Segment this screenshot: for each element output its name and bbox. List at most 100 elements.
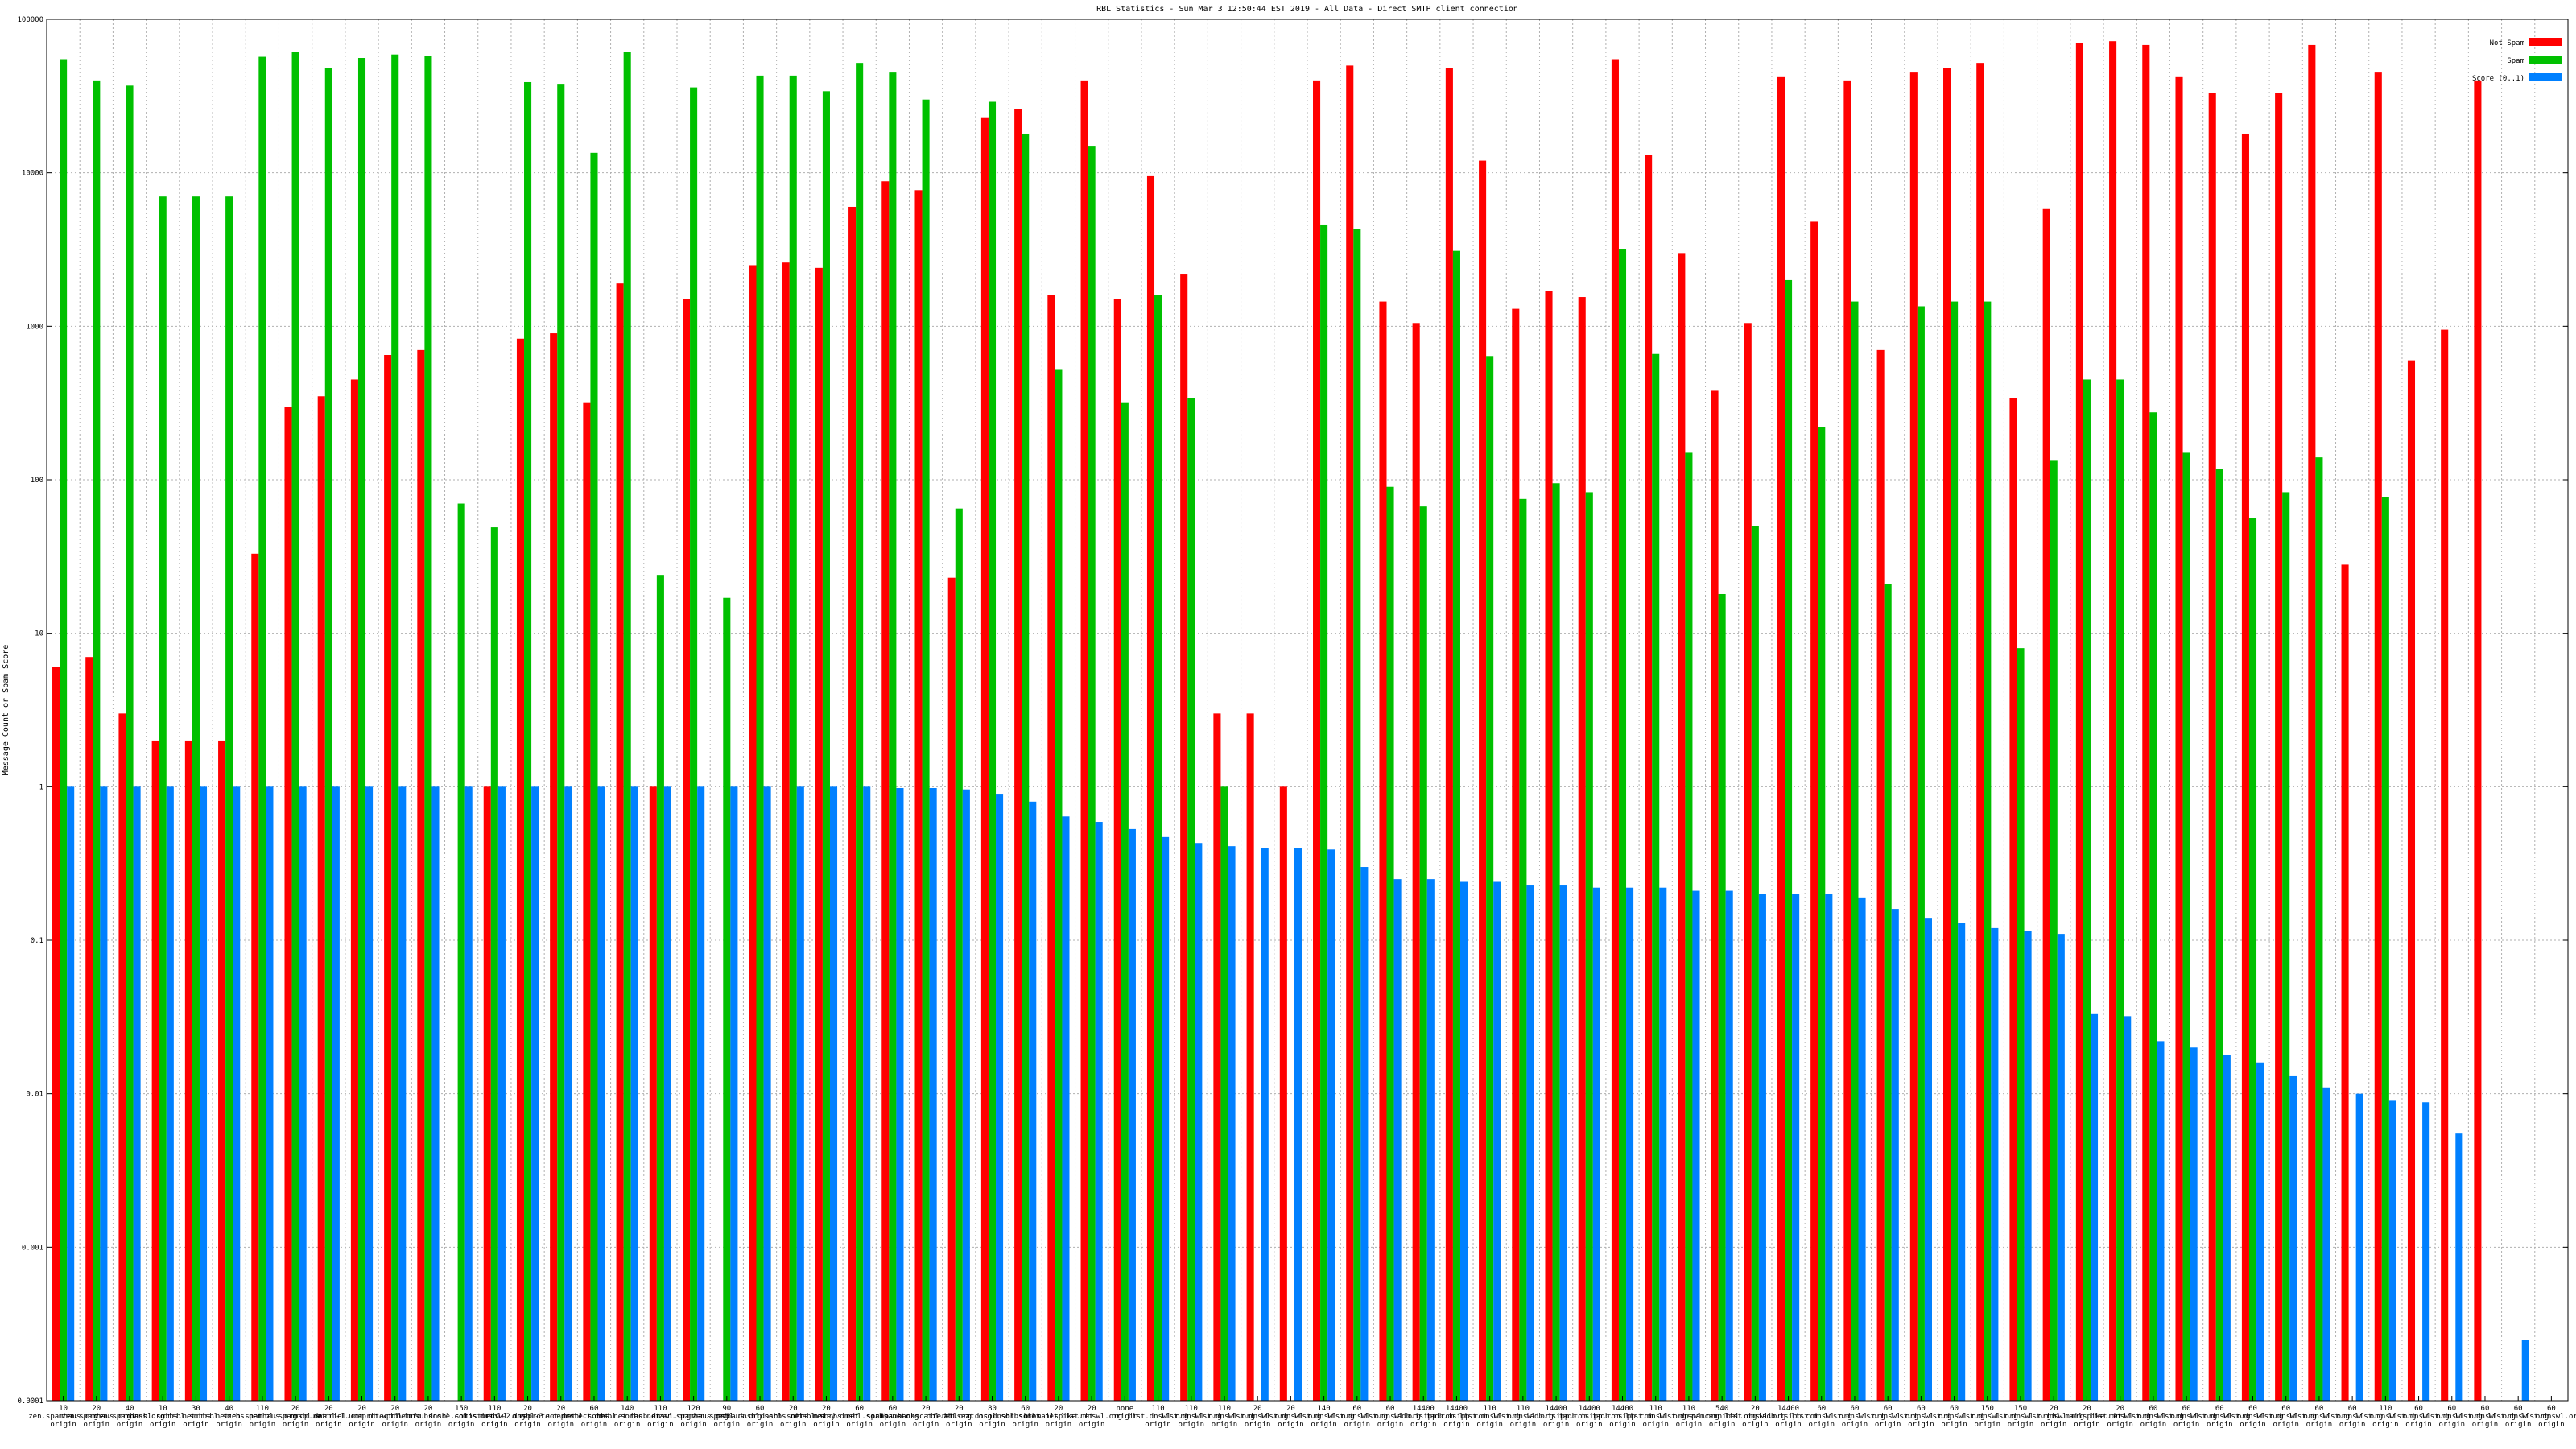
bar-spam — [60, 59, 68, 1401]
bar-not-spam — [284, 407, 292, 1401]
bar-spam — [1022, 133, 1030, 1402]
bar-score-0-1 — [1459, 881, 1468, 1401]
category-label: 20 dnsbl-1.uceprotect.net origin — [314, 1405, 410, 1429]
bar-not-spam — [914, 190, 923, 1401]
bar-spam — [1353, 229, 1361, 1401]
plot-frame — [46, 19, 2569, 1402]
bar-score-0-1 — [2124, 1016, 2132, 1401]
bar-spam — [656, 575, 664, 1402]
bar-spam — [159, 196, 167, 1402]
category-label: 60 list.dnswl.org origin — [1824, 1405, 1885, 1429]
bar-score-0-1 — [1792, 894, 1800, 1401]
bar-not-spam — [1146, 175, 1155, 1401]
category-label: 20 list.dnswl.org origin — [2090, 1405, 2151, 1429]
bar-score-0-1 — [697, 786, 705, 1401]
category-label: 60 spamhaus.org origin — [866, 1405, 919, 1429]
bar-score-0-1 — [2090, 1013, 2099, 1401]
bar-not-spam — [2175, 76, 2183, 1402]
bar-spam — [2215, 469, 2223, 1401]
bar-score-0-1 — [431, 786, 440, 1401]
category-label: 60 list.dnswl.org origin — [2189, 1405, 2250, 1429]
bar-spam — [1220, 786, 1228, 1401]
bar-spam — [1519, 498, 1527, 1401]
y-axis-label: Message Count or Spam Score — [2, 645, 10, 776]
bar-spam — [1585, 492, 1593, 1402]
category-label: 110 list.dnswl.org origin — [1128, 1405, 1189, 1429]
category-label: 20 dnsbl.sorbs.net origin — [794, 1405, 859, 1429]
category-label: 60 list.dnswl.org origin — [2421, 1405, 2483, 1429]
bar-score-0-1 — [2289, 1075, 2297, 1401]
category-label: 20 bl.spamcop.net origin — [265, 1405, 326, 1429]
bar-score-0-1 — [1360, 867, 1368, 1401]
bar-not-spam — [550, 333, 558, 1401]
bar-score-0-1 — [531, 786, 539, 1401]
bar-not-spam — [1080, 80, 1088, 1402]
bar-spam — [258, 56, 266, 1401]
category-label: 60 list.dnswl.org origin — [1360, 1405, 1421, 1429]
bar-not-spam — [317, 396, 325, 1401]
category-label: 14400 iadb.isipp.com origin — [1758, 1405, 1819, 1429]
bar-score-0-1 — [2190, 1047, 2198, 1401]
y-tick-labels: 0.0001 0.001 0.01 0.1 1 10 100 1000 10000 100000 — [17, 16, 2568, 1406]
bar-not-spam — [1047, 295, 1055, 1401]
bar-score-0-1 — [1891, 909, 1899, 1401]
y-tick-label: 100000 — [17, 16, 43, 24]
bar-not-spam — [85, 657, 93, 1401]
bar-score-0-1 — [1294, 848, 1302, 1401]
bar-not-spam — [2474, 80, 2482, 1402]
bar-spam — [424, 56, 432, 1402]
bar-spam — [955, 508, 963, 1402]
bar-score-0-1 — [2256, 1062, 2264, 1401]
bar-score-0-1 — [199, 786, 208, 1401]
bar-score-0-1 — [1659, 887, 1667, 1401]
bar-spam — [192, 196, 200, 1402]
bar-score-0-1 — [1327, 849, 1335, 1401]
bar-not-spam — [2407, 360, 2416, 1401]
category-label: 60 list.dnswl.org origin — [1857, 1405, 1918, 1429]
bar-not-spam — [1909, 72, 1918, 1402]
bar-score-0-1 — [796, 786, 804, 1401]
legend-swatch — [2529, 38, 2562, 46]
bar-not-spam — [683, 299, 691, 1401]
bar-not-spam — [2241, 133, 2249, 1402]
category-label: 20 db.wpbl.info origin — [369, 1405, 421, 1429]
bar-spam — [1419, 506, 1427, 1402]
bar-spam — [2282, 492, 2290, 1402]
category-label: 20 bl.mailspike.net origin — [2052, 1405, 2122, 1429]
bar-score-0-1 — [962, 789, 970, 1401]
bar-spam — [789, 75, 797, 1401]
bar-score-0-1 — [2322, 1087, 2330, 1401]
bar-score-0-1 — [2223, 1054, 2231, 1401]
category-label: 120 zen.spamhaus.org origin — [658, 1405, 729, 1429]
legend: Not Spam Spam Score (0..1) — [2472, 38, 2562, 83]
bar-spam — [1618, 249, 1627, 1401]
bar-spam — [756, 75, 764, 1401]
bar-not-spam — [1645, 155, 1653, 1402]
bar-not-spam — [417, 349, 425, 1401]
bar-score-0-1 — [67, 786, 75, 1401]
category-label: 60 list.dnswl.org origin — [2388, 1405, 2450, 1429]
bar-not-spam — [2341, 564, 2349, 1402]
category-label: 20 list.dnswl.org origin — [1061, 1405, 1122, 1429]
category-label: 14400 iadb.isipp.com origin — [1592, 1405, 1653, 1429]
category-label: 30 dnsbl.sorbs.net origin — [163, 1405, 229, 1429]
bar-not-spam — [1777, 76, 1785, 1402]
bar-not-spam — [2075, 43, 2083, 1401]
bar-spam — [2050, 460, 2058, 1401]
bar-score-0-1 — [266, 786, 274, 1401]
bar-not-spam — [782, 262, 790, 1402]
bar-score-0-1 — [233, 786, 241, 1401]
category-label: 60 list.dnswl.org origin — [2322, 1405, 2383, 1429]
bar-spam — [2381, 497, 2389, 1401]
y-tick-label: 10 — [35, 630, 43, 638]
bar-spam — [1187, 398, 1195, 1401]
category-label: 20 psbl.surriel.com origin — [294, 1405, 364, 1429]
y-tick-label: 0.0001 — [17, 1397, 43, 1406]
bar-not-spam — [1246, 713, 1254, 1401]
bar-score-0-1 — [1626, 887, 1634, 1401]
category-label: 60 list.dnswl.org origin — [2487, 1405, 2549, 1429]
bar-spam — [2248, 518, 2257, 1401]
bar-spam — [2017, 648, 2025, 1401]
bar-not-spam — [848, 206, 857, 1402]
